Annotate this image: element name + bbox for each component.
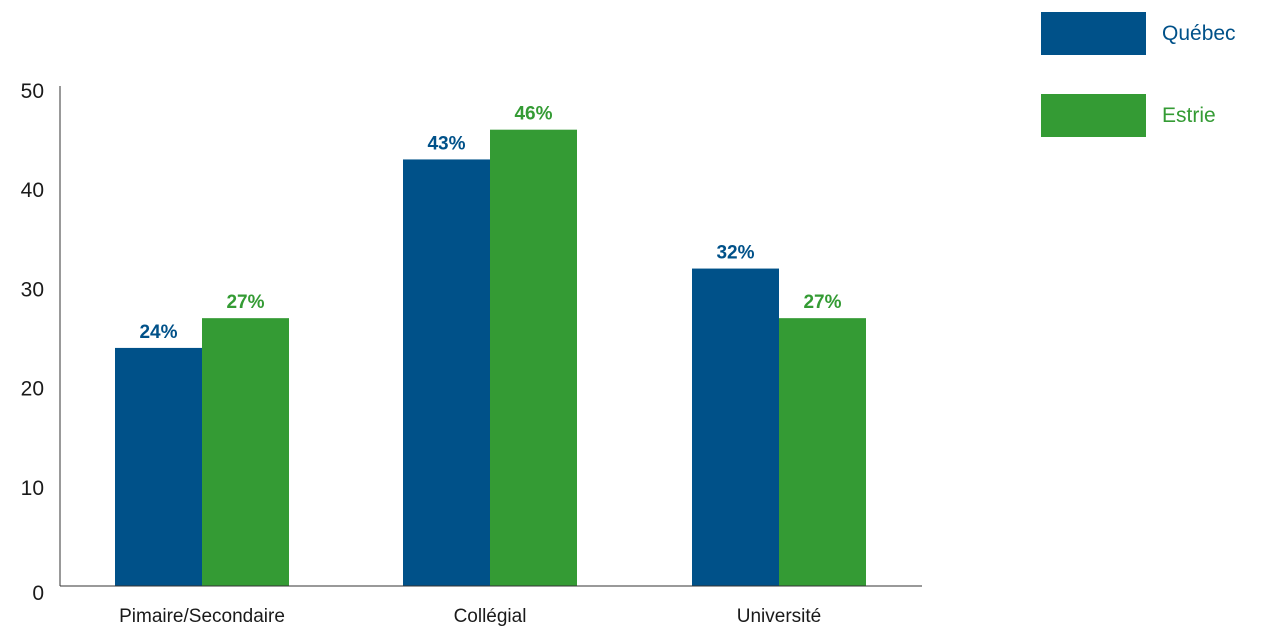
y-tick-label: 10: [21, 477, 44, 500]
legend: Québec Estrie: [1041, 12, 1236, 137]
bar-qubec-0: [115, 347, 202, 586]
data-label: 43%: [427, 133, 465, 154]
data-label: 27%: [803, 292, 841, 313]
bars: [115, 129, 866, 586]
legend-swatch: [1041, 94, 1146, 137]
data-label: 27%: [226, 292, 264, 313]
y-tick-label: 40: [21, 179, 44, 202]
bar-qubec-1: [403, 159, 490, 586]
legend-label: Estrie: [1162, 104, 1216, 127]
legend-label: Québec: [1162, 22, 1236, 45]
bar-estrie-1: [490, 129, 577, 586]
x-category-label: Pimaire/Secondaire: [119, 606, 285, 627]
data-label: 46%: [514, 104, 552, 125]
y-tick-label: 20: [21, 378, 44, 401]
value-labels: 24% 43% 32% 27% 46% 27%: [139, 104, 841, 343]
x-category-label: Collégial: [454, 606, 527, 627]
bar-qubec-2: [692, 268, 779, 586]
bar-estrie-2: [779, 318, 866, 586]
y-tick-label: 0: [32, 582, 44, 605]
x-category-label: Université: [737, 606, 821, 627]
y-tick-label: 30: [21, 278, 44, 301]
data-label: 32%: [716, 243, 754, 264]
data-label: 24%: [139, 322, 177, 343]
legend-swatch: [1041, 12, 1146, 55]
y-tick-label: 50: [21, 80, 44, 103]
x-axis-labels: Pimaire/Secondaire Collégial Université: [119, 606, 821, 627]
y-axis-ticks: 0 10 20 30 40 50: [21, 80, 44, 605]
bar-estrie-0: [202, 318, 289, 586]
